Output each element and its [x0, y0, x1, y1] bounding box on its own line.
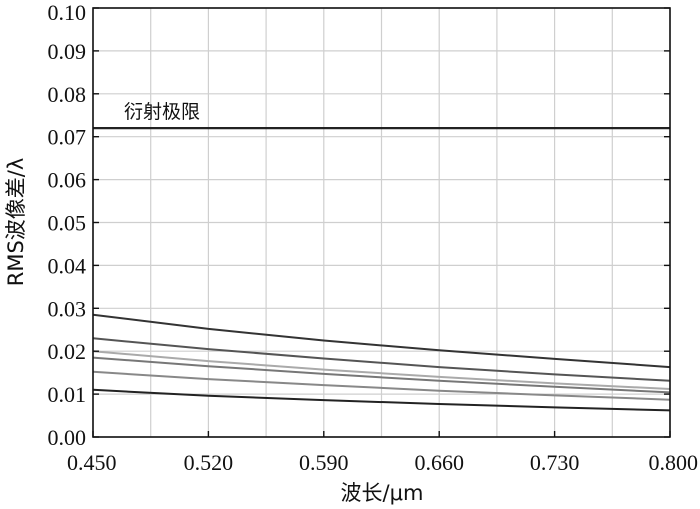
y-tick-label: 0.03 — [48, 296, 87, 321]
series-lines — [92, 313, 671, 412]
x-tick-label: 0.800 — [649, 450, 699, 475]
y-tick-label: 0.04 — [48, 253, 87, 278]
x-axis-title: 波长/μm — [341, 481, 424, 505]
y-tick-label: 0.09 — [48, 39, 87, 64]
x-tick-label: 0.450 — [67, 450, 117, 475]
y-tick-label: 0.10 — [48, 0, 87, 25]
x-tick-label: 0.730 — [530, 450, 580, 475]
y-tick-label: 0.02 — [48, 339, 87, 364]
y-tick-label: 0.00 — [48, 425, 87, 450]
y-axis-title: RMS波像差/λ — [4, 158, 28, 287]
x-axis-ticks: 0.450 0.520 0.590 0.660 0.730 0.800 — [67, 431, 698, 475]
y-tick-label: 0.01 — [48, 382, 87, 407]
series-line-4 — [92, 356, 671, 394]
x-tick-label: 0.590 — [299, 450, 349, 475]
y-tick-label: 0.08 — [48, 82, 87, 107]
x-tick-label: 0.520 — [184, 450, 234, 475]
y-axis-ticks: 0.00 0.01 0.02 0.03 0.04 0.05 0.06 0.07 0.08 0.09… — [48, 0, 670, 450]
diffraction-limit-label: 衍射极限 — [124, 101, 200, 123]
series-line-1 — [92, 313, 671, 369]
x-tick-label: 0.660 — [414, 450, 464, 475]
y-tick-label: 0.05 — [48, 211, 87, 236]
series-line-3 — [92, 350, 671, 390]
series-line-2 — [92, 337, 671, 382]
y-tick-label: 0.06 — [48, 168, 87, 193]
y-tick-label: 0.07 — [48, 125, 87, 150]
series-line-6 — [92, 388, 671, 412]
series-line-5 — [92, 370, 671, 401]
